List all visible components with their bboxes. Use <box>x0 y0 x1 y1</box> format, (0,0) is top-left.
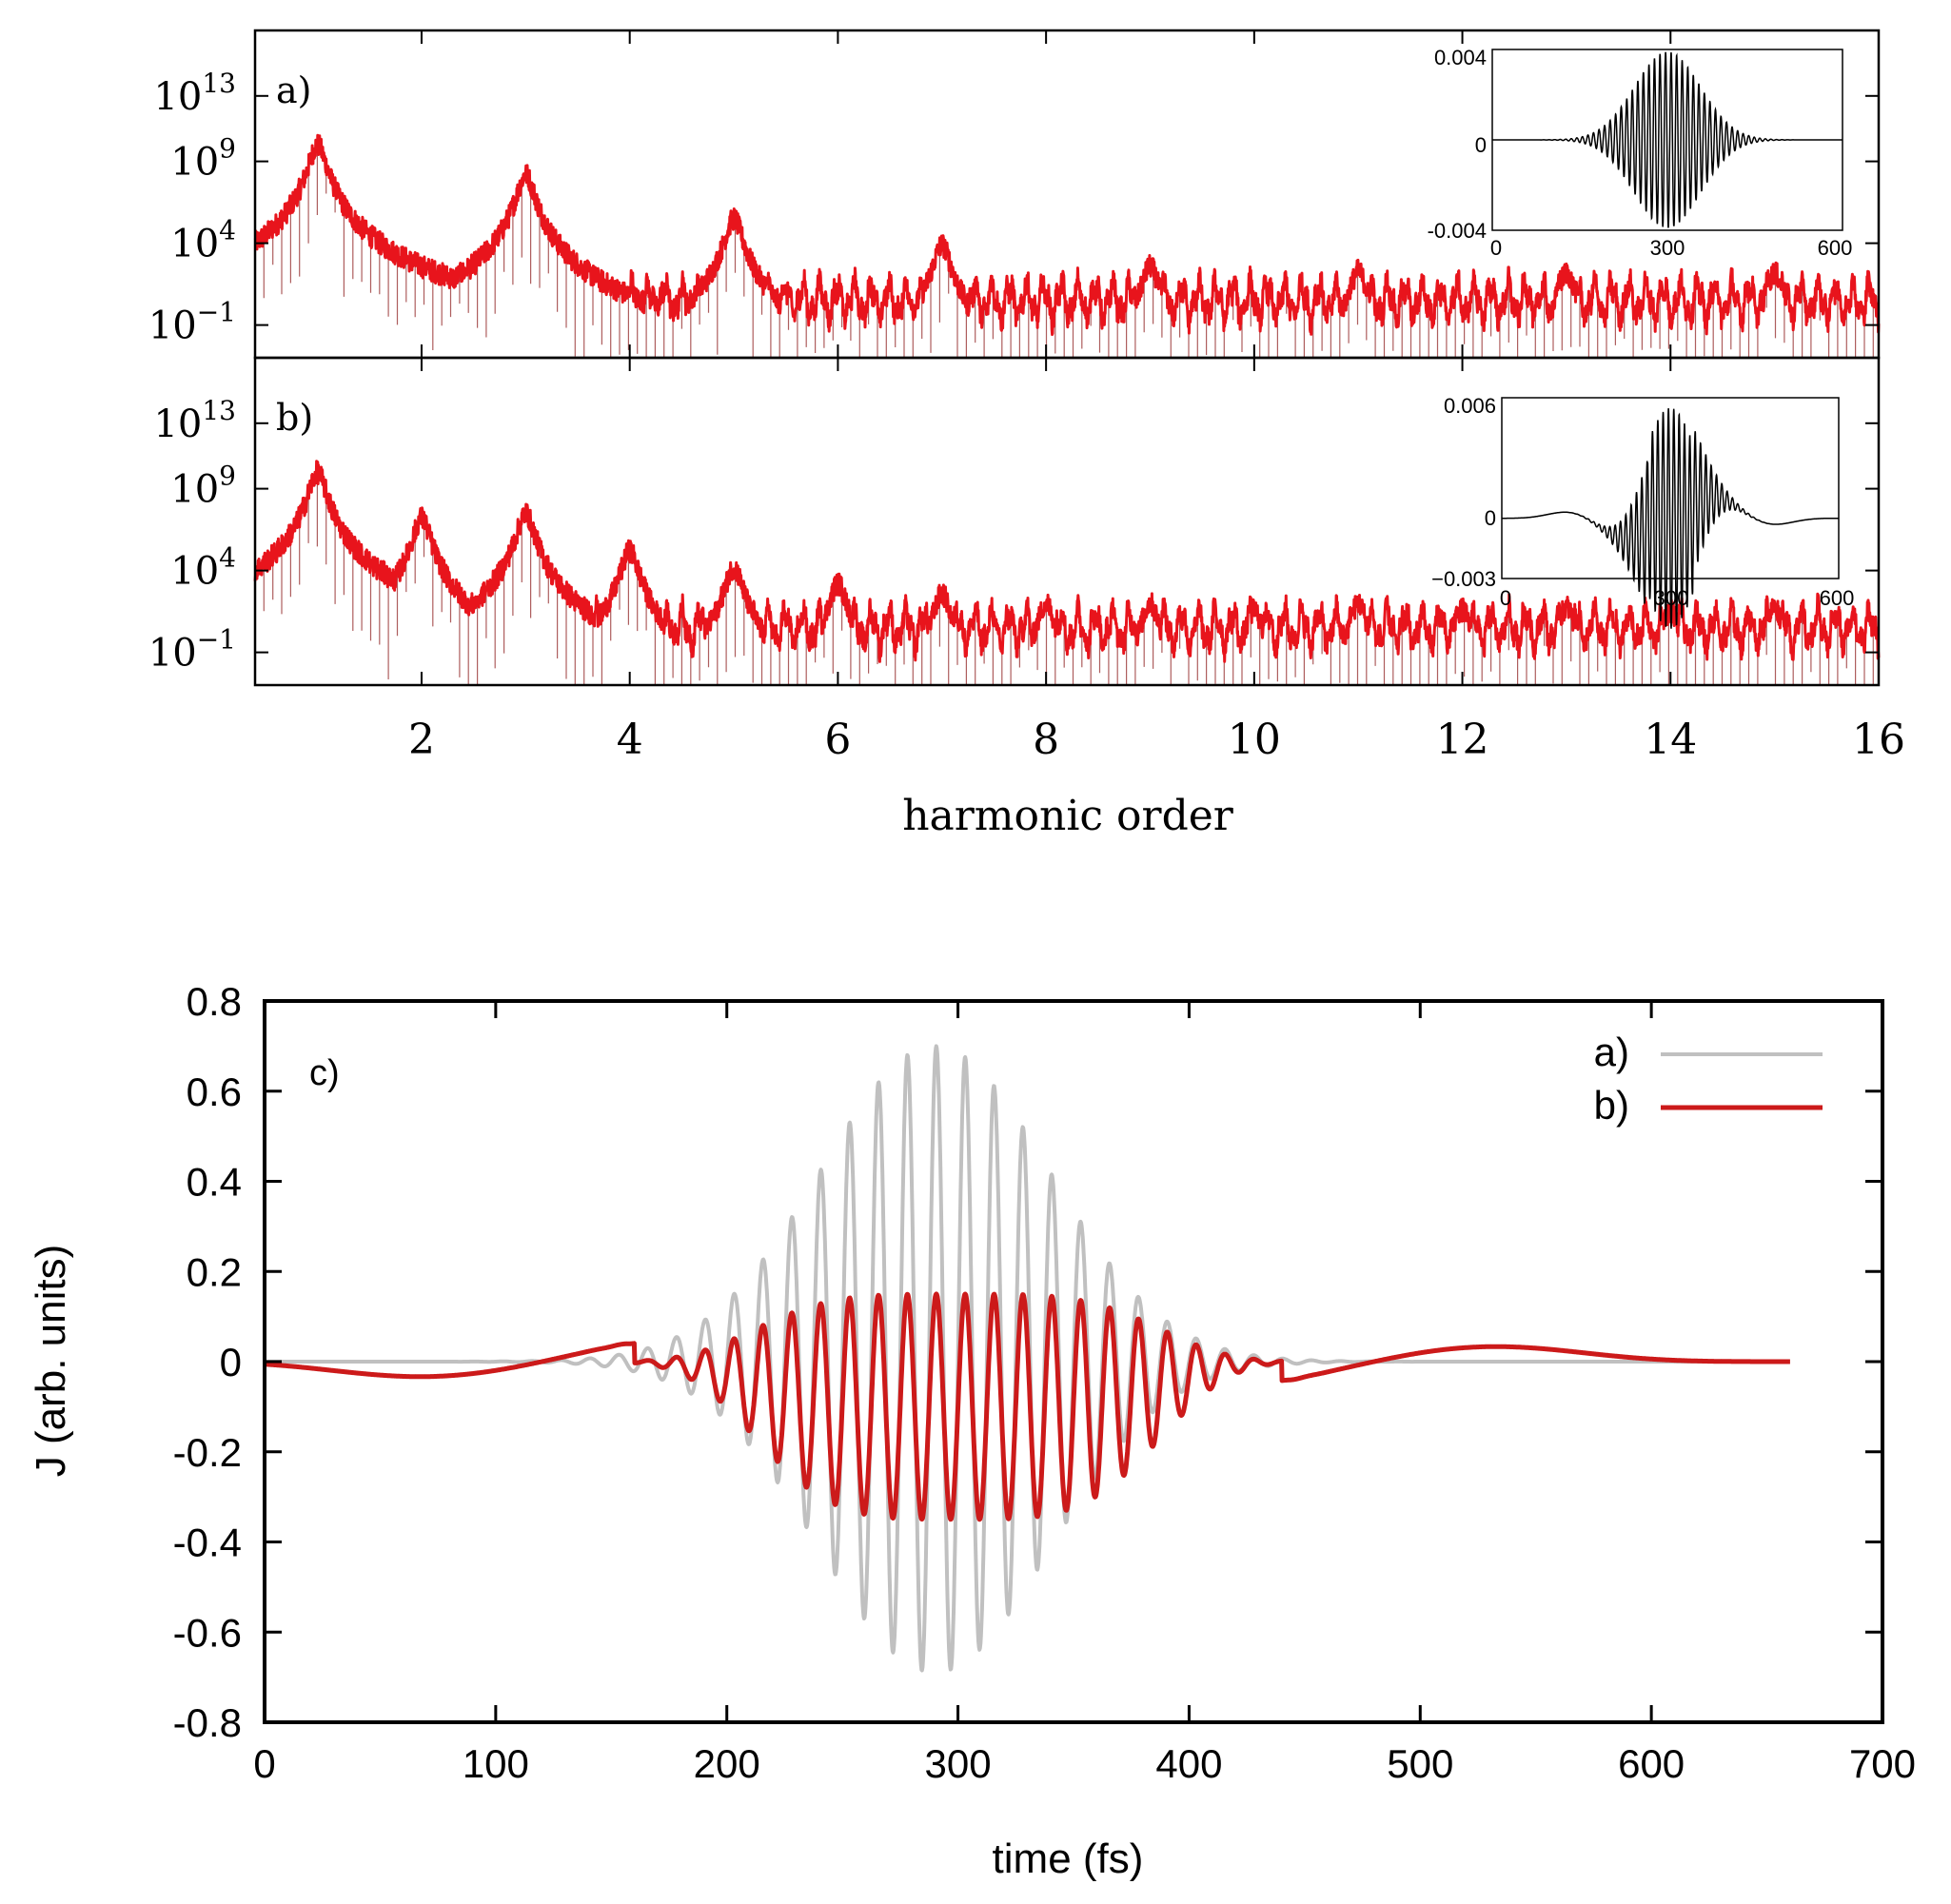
inset-pulse-line <box>1492 51 1843 228</box>
y-tick-label-6: -0.4 <box>173 1521 242 1565</box>
x-tick-label-0: 0 <box>253 1741 275 1786</box>
x-tick-label-700: 700 <box>1849 1741 1916 1786</box>
panel-c-legend: a) b) <box>1594 1030 1823 1128</box>
panel-b-inset-ytick-zero: 0 <box>1485 506 1496 530</box>
panel-a-inset: 0.004 0 -0.004 0 300 600 <box>1428 46 1853 260</box>
x-tick-label-16: 16 <box>1852 716 1905 764</box>
panel-c-frame <box>263 999 1884 1724</box>
panel-b-inset-xtick-300: 300 <box>1654 586 1689 610</box>
panel-c-x-axis-label: time (fs) <box>993 1835 1144 1882</box>
y-tick-label-2: 0.4 <box>187 1160 242 1205</box>
panel-a-inset-plot <box>1492 51 1843 228</box>
y-tick-label-1: 0.6 <box>187 1070 242 1114</box>
y-tick-label-2: 104 <box>170 215 236 266</box>
y-tick-label-3: 10−1 <box>148 624 236 676</box>
panel-a-label: a) <box>276 69 311 111</box>
legend-label-a: a) <box>1594 1030 1629 1074</box>
y-tick-label-1: 109 <box>170 133 236 185</box>
x-tick-label-100: 100 <box>463 1741 529 1786</box>
panel-c-y-axis-label: J (arb. units) <box>28 1245 74 1478</box>
panel-a-y-ticks: 1013 109 104 10−1 <box>148 68 1879 348</box>
y-tick-label-3: 10−1 <box>148 297 236 348</box>
panel-b-inset-xtick-600: 600 <box>1820 586 1855 610</box>
x-tick-label-10: 10 <box>1228 716 1281 764</box>
panel-b-frame <box>253 356 1881 687</box>
y-tick-label-0: 0.8 <box>187 979 242 1024</box>
y-tick-label-0: 1013 <box>153 68 236 119</box>
y-tick-label-8: -0.8 <box>173 1700 242 1745</box>
spectrum-line <box>253 133 1881 337</box>
panel-b-label: b) <box>276 397 313 439</box>
x-tick-label-2: 2 <box>408 716 435 764</box>
panel-c-label: c) <box>309 1053 340 1093</box>
panel-b-x-axis-label: harmonic order <box>902 792 1234 840</box>
panel-b-inset-plot <box>1502 408 1839 629</box>
x-tick-label-4: 4 <box>617 716 643 764</box>
x-tick-label-14: 14 <box>1644 716 1697 764</box>
x-tick-label-600: 600 <box>1618 1741 1685 1786</box>
x-tick-label-300: 300 <box>925 1741 992 1786</box>
panel-b-x-ticks: 2 4 6 8 10 12 14 16 <box>408 358 1905 764</box>
x-tick-label-6: 6 <box>824 716 851 764</box>
panel-a-inset-xtick-0: 0 <box>1490 236 1502 260</box>
panel-a-inset-xtick-300: 300 <box>1650 236 1685 260</box>
x-tick-label-400: 400 <box>1155 1741 1222 1786</box>
x-tick-label-12: 12 <box>1436 716 1489 764</box>
y-tick-label-0: 1013 <box>153 395 236 446</box>
series-a-line <box>263 1044 1792 1673</box>
y-tick-label-5: -0.2 <box>173 1430 242 1475</box>
x-tick-label-8: 8 <box>1033 716 1059 764</box>
y-tick-label-4: 0 <box>220 1340 242 1384</box>
panel-c-x-ticks: 0 100 200 300 400 500 600 700 <box>253 1001 1916 1786</box>
panel-a-inset-ytick-zero: 0 <box>1475 133 1487 157</box>
y-tick-label-1: 109 <box>170 461 236 512</box>
panel-b-inset-xtick-0: 0 <box>1500 586 1511 610</box>
panel-c-y-ticks: 0.8 0.6 0.4 0.2 0 -0.2 -0.4 -0.6 -0.8 <box>173 979 1882 1745</box>
panel-a-inset-xtick-600: 600 <box>1818 236 1853 260</box>
series-b-line <box>263 1291 1792 1522</box>
legend-label-b: b) <box>1594 1083 1629 1128</box>
y-tick-label-7: -0.6 <box>173 1610 242 1655</box>
panel-b-y-ticks: 1013 109 104 10−1 <box>148 395 1879 676</box>
panel-b: 2 4 6 8 10 12 14 16 1013 109 104 10−1 b) 0.006 0 −… <box>148 356 1905 764</box>
panel-b-inset: 0.006 0 −0.003 0 300 600 <box>1431 394 1854 629</box>
panel-b-inset-ytick-bottom: −0.003 <box>1431 567 1496 591</box>
panel-a-inset-ytick-bottom: -0.004 <box>1428 219 1487 243</box>
panel-a-inset-ytick-top: 0.004 <box>1434 46 1487 69</box>
y-tick-label-2: 104 <box>170 542 236 594</box>
inset-pulse-line <box>1502 408 1839 629</box>
panel-a: 1013 109 104 10−1 a) 0.004 0 -0.004 0 300 6… <box>148 29 1881 360</box>
y-tick-label-3: 0.2 <box>187 1249 242 1294</box>
spectrum-line <box>253 460 1881 663</box>
panel-b-inset-ytick-top: 0.006 <box>1444 394 1496 418</box>
panel-a-x-ticks <box>420 30 1880 358</box>
panel-c-series <box>263 1044 1792 1673</box>
x-tick-label-500: 500 <box>1387 1741 1453 1786</box>
panel-c: 0 100 200 300 400 500 600 700 0.8 0.6 0.4 0.2 0 -0.2… <box>28 979 1916 1882</box>
x-tick-label-200: 200 <box>694 1741 760 1786</box>
